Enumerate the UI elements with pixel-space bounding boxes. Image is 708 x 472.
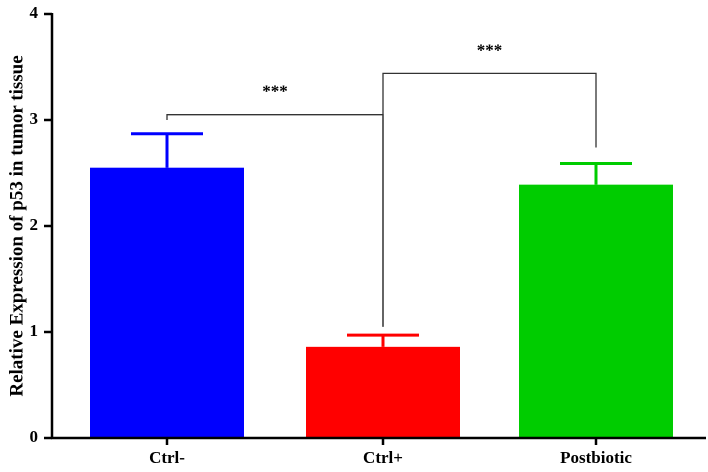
y-axis-title: Relative Expression of p53 in tumor tiss…: [6, 55, 27, 396]
significance-label: ***: [262, 82, 288, 101]
y-tick-label: 4: [30, 3, 39, 22]
bar-ctrl: [90, 167, 244, 438]
bar-ctrl: [306, 346, 460, 438]
x-category-label: Postbiotic: [560, 448, 632, 467]
x-category-label: Ctrl-: [149, 448, 185, 467]
x-category-label: Ctrl+: [363, 448, 403, 467]
y-tick-label: 3: [30, 109, 39, 128]
significance-bracket: [382, 72, 597, 327]
y-tick-label: 1: [30, 321, 39, 340]
y-tick-label: 0: [30, 427, 39, 446]
y-tick-label: 2: [30, 215, 39, 234]
bar-postbiotic: [519, 184, 673, 438]
significance-label: ***: [477, 40, 503, 59]
